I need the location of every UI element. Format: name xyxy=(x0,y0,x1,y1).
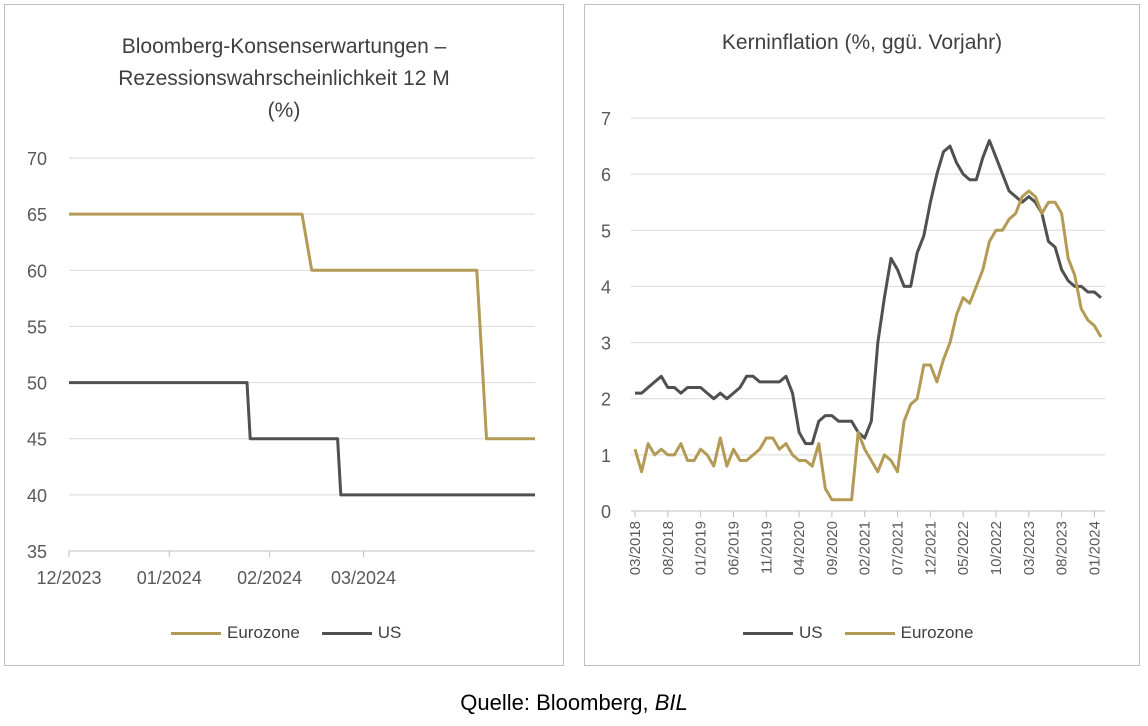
legend-item-us: US xyxy=(743,623,823,643)
series-line-us xyxy=(635,139,1102,446)
y-tick-label: 65 xyxy=(27,205,47,225)
source-note: Quelle: Bloomberg, BIL xyxy=(0,690,1148,716)
y-tick-label: 5 xyxy=(601,221,611,241)
x-tick-label: 11/2019 xyxy=(758,521,775,574)
x-tick-label: 05/2022 xyxy=(955,521,972,575)
x-tick-label: 10/2022 xyxy=(988,521,1005,575)
chart-title-line-3: (%) xyxy=(267,99,301,122)
right-plot-area: 0 1 2 3 4 5 6 7 03/2018 08/2018 01/2019 06/2019 11/2… xyxy=(601,109,1105,575)
y-tick-label: 45 xyxy=(27,430,47,450)
y-tick-label: 60 xyxy=(27,261,47,281)
legend-label-eurozone: Eurozone xyxy=(900,623,974,642)
legend-swatch-eurozone xyxy=(844,631,895,635)
x-tick-label: 06/2019 xyxy=(725,521,742,575)
y-tick-label: 4 xyxy=(601,277,611,297)
legend-label-eurozone: Eurozone xyxy=(227,623,300,642)
legend-swatch-eurozone xyxy=(171,631,221,635)
left-plot-area: 35 40 45 50 55 60 65 70 12/2023 01/2024 02/2024 03/… xyxy=(27,149,535,588)
x-tick-label: 08/2023 xyxy=(1054,521,1071,575)
x-tick-label: 03/2023 xyxy=(1021,521,1038,575)
x-tick-label: 02/2024 xyxy=(237,568,302,588)
legend-label-us: US xyxy=(377,623,402,642)
series-line-us xyxy=(69,381,535,497)
x-tick-label: 03/2018 xyxy=(627,521,644,575)
series-line-eurozone xyxy=(633,189,1103,502)
y-tick-label: 3 xyxy=(601,334,611,354)
legend-item-eurozone: Eurozone xyxy=(844,623,974,643)
left-legend: Eurozone US xyxy=(171,623,401,643)
chart-title: Bloomberg-Konsenserwartungen – Rezession… xyxy=(5,31,563,127)
left-chart-panel: Bloomberg-Konsenserwartungen – Rezession… xyxy=(4,4,564,666)
y-tick-label: 50 xyxy=(27,374,47,394)
y-tick-label: 0 xyxy=(601,502,611,522)
y-tick-label: 40 xyxy=(27,486,47,506)
y-tick-label: 2 xyxy=(601,390,611,410)
legend-label-us: US xyxy=(799,623,823,642)
x-tick-label: 01/2024 xyxy=(1086,521,1103,575)
x-tick-label: 04/2020 xyxy=(791,521,808,575)
chart-title-line-1: Bloomberg-Konsenserwartungen – xyxy=(121,35,447,58)
source-italic: BIL xyxy=(654,690,688,715)
legend-item-us: US xyxy=(321,623,402,643)
legend-swatch-us xyxy=(321,631,372,635)
x-tick-label: 08/2018 xyxy=(660,521,677,575)
x-tick-label: 01/2019 xyxy=(693,521,710,575)
x-tick-label: 12/2023 xyxy=(36,568,101,588)
chart-title-line-2: Rezessionswahrscheinlichkeit 12 M xyxy=(118,67,450,90)
x-tick-label: 03/2024 xyxy=(331,568,396,588)
y-tick-label: 7 xyxy=(601,109,611,129)
series-line-eurozone xyxy=(69,212,535,441)
x-tick-label: 07/2021 xyxy=(890,521,907,575)
legend-item-eurozone: Eurozone xyxy=(171,623,300,643)
y-tick-label: 35 xyxy=(27,542,47,562)
y-tick-label: 6 xyxy=(601,165,611,185)
source-prefix: Quelle: Bloomberg, xyxy=(460,690,655,715)
chart-title: Kerninflation (%, ggü. Vorjahr) xyxy=(585,27,1139,59)
y-tick-label: 70 xyxy=(27,149,47,169)
chart-title-line-1: Kerninflation (%, ggü. Vorjahr) xyxy=(721,31,1003,54)
x-tick-label: 02/2021 xyxy=(857,521,874,575)
y-tick-label: 55 xyxy=(27,317,47,337)
x-tick-label: 12/2021 xyxy=(922,521,939,575)
right-legend: US Eurozone xyxy=(743,623,973,643)
x-tick-label: 01/2024 xyxy=(137,568,202,588)
x-tick-label: 09/2020 xyxy=(824,521,841,575)
y-tick-label: 1 xyxy=(601,446,611,466)
legend-swatch-us xyxy=(743,631,793,635)
right-chart-panel: Kerninflation (%, ggü. Vorjahr) 0 1 2 3 4 5 6 7… xyxy=(584,4,1140,666)
